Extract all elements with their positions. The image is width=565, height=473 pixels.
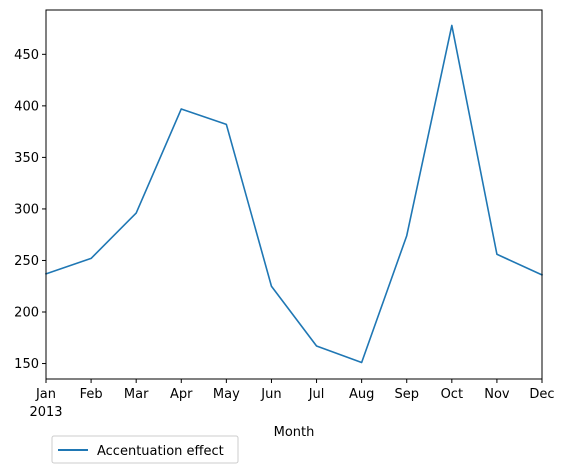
axes-frame	[45, 9, 543, 380]
x-tick-label: Oct	[441, 387, 463, 402]
plot-area	[44, 24, 544, 364]
x-tick-label: Jun	[260, 387, 281, 402]
y-tick-label: 350	[14, 151, 39, 166]
legend-label: Accentuation effect	[97, 444, 224, 459]
y-tick-label: 450	[14, 48, 39, 63]
x-tick-label: Sep	[394, 387, 419, 402]
x-tick-label: Dec	[529, 387, 554, 402]
x-tick-label: Aug	[349, 387, 374, 402]
x-tick-label: Nov	[484, 387, 510, 402]
legend-box	[51, 435, 239, 464]
y-tick-label: 400	[14, 99, 39, 114]
x-tick-label: May	[213, 387, 240, 402]
y-tick-label: 200	[14, 306, 39, 321]
axes: 150 200 250 300 350 400 450 Jan Feb Mar Apr May Jun J…	[14, 9, 555, 402]
x-tick-label: Feb	[80, 387, 103, 402]
legend: Accentuation effect	[51, 435, 239, 464]
x-axis-label: Month	[274, 425, 315, 440]
x-tick-label: Jul	[308, 387, 325, 402]
x-axis-year-label: 2013	[29, 405, 62, 420]
y-tick-label: 300	[14, 202, 39, 217]
y-tick-label: 150	[14, 357, 39, 372]
series-line-1	[44, 24, 544, 364]
x-tick-label: Jan	[35, 387, 56, 402]
x-tick-label: Apr	[170, 387, 193, 402]
x-tick-label: Mar	[124, 387, 149, 402]
y-tick-label: 250	[14, 254, 39, 269]
